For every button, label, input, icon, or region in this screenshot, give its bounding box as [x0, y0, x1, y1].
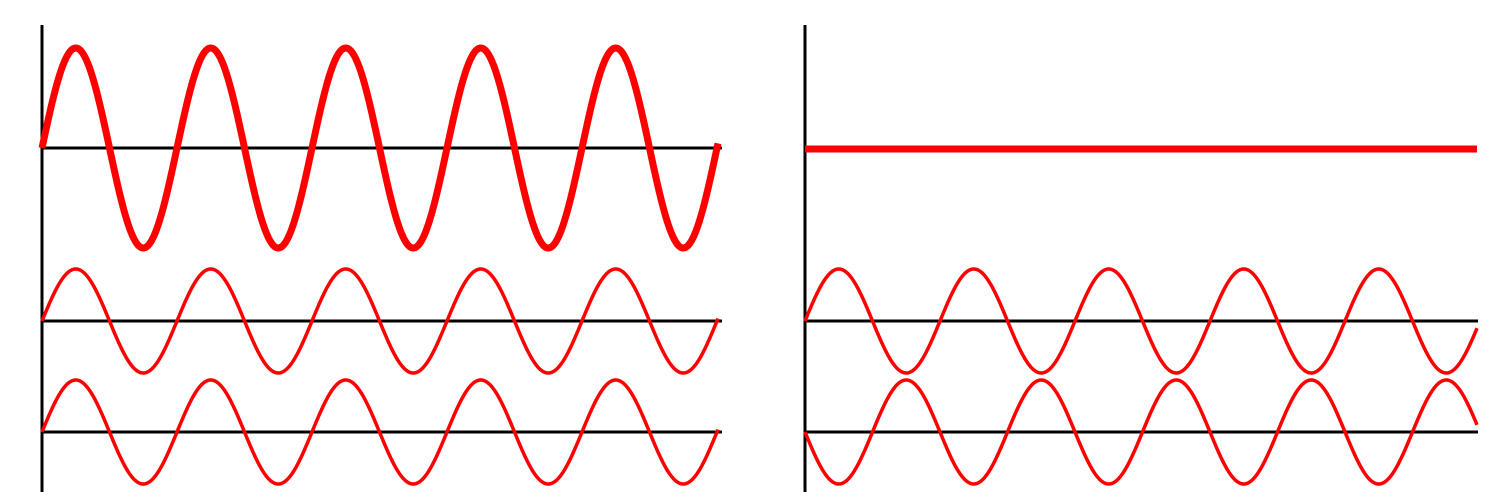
component-wave	[40, 267, 720, 375]
resultant-wave	[38, 44, 722, 252]
component-wave	[40, 378, 720, 486]
component-wave	[803, 378, 1479, 486]
destructive-panel	[803, 25, 1479, 492]
component-wave	[803, 267, 1479, 375]
constructive-panel	[38, 25, 722, 492]
